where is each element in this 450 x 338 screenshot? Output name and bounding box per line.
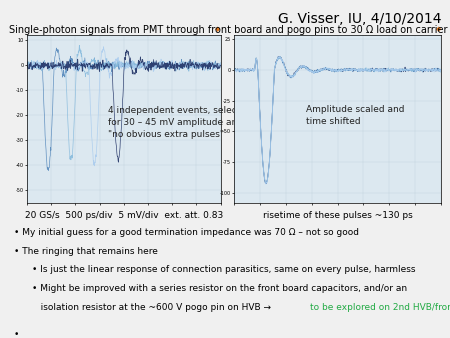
Text: 20 GS/s  500 ps/div  5 mV/div  ext. att. 0.83: 20 GS/s 500 ps/div 5 mV/div ext. att. 0.… xyxy=(25,211,223,220)
Text: ◆: ◆ xyxy=(215,26,220,32)
Text: to be explored on 2nd HVB/front: to be explored on 2nd HVB/front xyxy=(310,303,450,312)
Text: Amplitude scaled and
time shifted: Amplitude scaled and time shifted xyxy=(306,105,405,126)
Text: • My initial guess for a good termination impedance was 70 Ω – not so good: • My initial guess for a good terminatio… xyxy=(14,228,359,237)
Text: isolation resistor at the ~600 V pogo pin on HVB →: isolation resistor at the ~600 V pogo pi… xyxy=(32,303,274,312)
Text: • The ringing that remains here: • The ringing that remains here xyxy=(14,247,157,256)
Text: • Might be improved with a series resistor on the front board capacitors, and/or: • Might be improved with a series resist… xyxy=(32,284,407,293)
Text: ◆: ◆ xyxy=(436,26,441,32)
Text: •: • xyxy=(14,331,19,338)
Text: risetime of these pulses ~130 ps: risetime of these pulses ~130 ps xyxy=(263,211,412,220)
Text: 4 independent events, selected
for 30 – 45 mV amplitude and
"no obvious extra pu: 4 independent events, selected for 30 – … xyxy=(108,106,252,139)
Text: Single-photon signals from PMT through front board and pogo pins to 30 Ω load on: Single-photon signals from PMT through f… xyxy=(9,25,450,35)
Text: • Is just the linear response of connection parasitics, same on every pulse, har: • Is just the linear response of connect… xyxy=(32,265,415,274)
Text: G. Visser, IU, 4/10/2014: G. Visser, IU, 4/10/2014 xyxy=(278,12,441,26)
